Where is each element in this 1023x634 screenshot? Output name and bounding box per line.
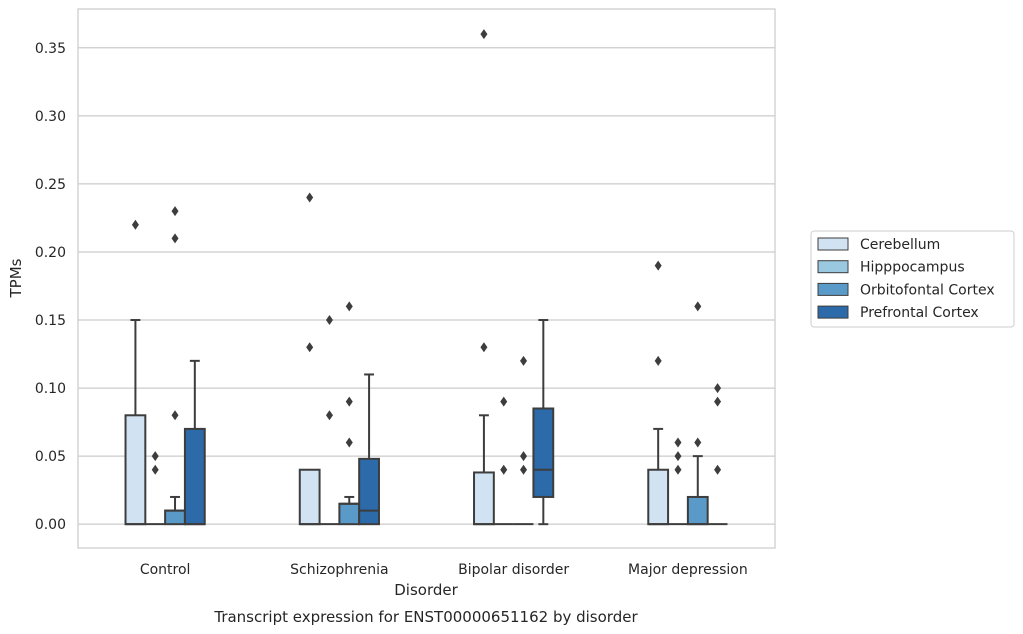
legend-label: Orbitofontal Cortex [860, 282, 995, 298]
box [124, 414, 147, 526]
plot-border [77, 8, 776, 549]
outlier-point [694, 301, 702, 312]
outlier-point [151, 464, 159, 475]
box [647, 468, 670, 526]
plot-area [78, 9, 775, 548]
box-cerebellum [298, 192, 321, 526]
outlier-point [151, 451, 159, 462]
outlier-point [500, 396, 508, 407]
box-hipppocampus [668, 437, 688, 526]
x-tick-labels: Control Schizophrenia Bipolar disorder Majo… [140, 562, 748, 578]
outlier-point [171, 233, 179, 244]
box-hipppocampus [319, 315, 340, 526]
box [358, 457, 380, 526]
box [532, 407, 555, 498]
outlier-point [714, 396, 722, 407]
y-tick-label: 0.20 [35, 245, 66, 261]
box [473, 471, 495, 526]
box-cerebellum [647, 260, 670, 526]
box-hipppocampus [493, 396, 514, 526]
y-tick-label: 0.30 [35, 109, 66, 125]
outlier-point [480, 342, 488, 353]
y-tick-label: 0.05 [35, 449, 66, 465]
legend-swatch [817, 305, 849, 319]
x-tick-label: Major depression [628, 562, 748, 578]
outlier-point [520, 355, 528, 366]
y-tick-label: 0.25 [35, 177, 66, 193]
legend: Cerebellum Hipppocampus Orbitofontal Corte… [810, 230, 1015, 328]
y-tick-label: 0.10 [35, 381, 66, 397]
y-tick-labels: 0.00 0.05 0.10 0.15 0.20 0.25 0.30 0.35 [35, 41, 66, 533]
box-prefrontal-cortex [358, 373, 380, 526]
box-orbitofontal-cortex [338, 301, 361, 526]
box [686, 495, 709, 526]
box-prefrontal-cortex [707, 383, 728, 526]
x-tick-label: Control [140, 562, 191, 578]
legend-frame [810, 230, 1015, 328]
outlier-point [306, 192, 314, 203]
chart-caption: Transcript expression for ENST0000065116… [213, 608, 638, 626]
y-tick-label: 0.00 [35, 517, 66, 533]
legend-swatch [817, 282, 849, 296]
box-cerebellum [124, 219, 147, 526]
box-cerebellum [473, 29, 495, 526]
outlier-point [171, 410, 179, 421]
outlier-point [654, 355, 662, 366]
legend-label: Cerebellum [860, 237, 940, 253]
outlier-point [306, 342, 314, 353]
box-series [124, 29, 728, 526]
outlier-point [345, 437, 353, 448]
box-hipppocampus [145, 451, 166, 526]
box [298, 468, 321, 526]
outlier-point [694, 437, 702, 448]
outlier-point [520, 451, 528, 462]
x-axis-label: Disorder [394, 581, 458, 599]
outlier-point [131, 219, 139, 230]
legend-label: Hipppocampus [860, 260, 965, 276]
outlier-point [325, 410, 333, 421]
outlier-point [171, 206, 179, 217]
x-tick-label: Bipolar disorder [458, 562, 569, 578]
y-tick-label: 0.15 [35, 313, 66, 329]
outlier-point [345, 396, 353, 407]
x-tick-label: Schizophrenia [290, 562, 388, 578]
box-orbitofontal-cortex [513, 355, 534, 526]
legend-swatch [817, 260, 849, 274]
y-axis-label: TPMs [7, 258, 25, 298]
outlier-point [674, 437, 682, 448]
outlier-point [345, 301, 353, 312]
box [338, 502, 361, 526]
outlier-point [520, 464, 528, 475]
outlier-point [480, 29, 488, 40]
outlier-point [714, 383, 722, 394]
outlier-point [500, 464, 508, 475]
y-tick-label: 0.35 [35, 41, 66, 57]
box [164, 509, 186, 526]
box [183, 427, 206, 526]
box-prefrontal-cortex [532, 319, 555, 526]
outlier-point [714, 464, 722, 475]
legend-label: Prefrontal Cortex [860, 305, 979, 321]
outlier-point [654, 260, 662, 271]
outlier-point [674, 464, 682, 475]
box-prefrontal-cortex [183, 359, 206, 526]
box-orbitofontal-cortex [686, 301, 709, 526]
legend-swatch [817, 237, 849, 251]
outlier-point [674, 451, 682, 462]
outlier-point [325, 315, 333, 326]
